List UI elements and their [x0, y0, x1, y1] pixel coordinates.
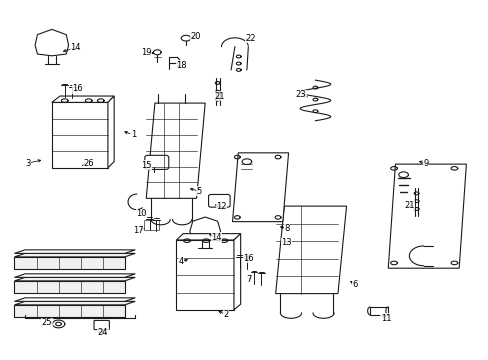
- Text: 5: 5: [196, 187, 201, 196]
- Polygon shape: [35, 30, 68, 56]
- Text: 16: 16: [243, 254, 253, 263]
- Polygon shape: [146, 103, 205, 198]
- Text: 6: 6: [351, 280, 357, 289]
- Polygon shape: [15, 257, 124, 269]
- Text: 12: 12: [216, 202, 226, 211]
- Text: 7: 7: [246, 275, 251, 284]
- Bar: [143, 220, 159, 230]
- Polygon shape: [15, 250, 135, 253]
- Text: 26: 26: [83, 158, 94, 167]
- Polygon shape: [176, 234, 240, 240]
- Polygon shape: [232, 153, 288, 222]
- Polygon shape: [15, 274, 135, 277]
- Text: 21: 21: [404, 201, 414, 210]
- Text: 13: 13: [281, 238, 291, 247]
- Text: 18: 18: [176, 61, 186, 70]
- Polygon shape: [15, 305, 124, 316]
- Text: 14: 14: [211, 233, 222, 242]
- Text: 21: 21: [214, 91, 224, 100]
- Text: 10: 10: [136, 209, 146, 218]
- Polygon shape: [15, 253, 135, 257]
- Text: 20: 20: [190, 32, 201, 41]
- Text: 14: 14: [70, 43, 81, 52]
- Text: 2: 2: [223, 310, 228, 319]
- Text: 15: 15: [141, 161, 151, 170]
- Polygon shape: [15, 301, 135, 305]
- Text: 1: 1: [130, 130, 136, 139]
- Text: 24: 24: [98, 328, 108, 337]
- Text: 11: 11: [380, 314, 390, 323]
- FancyBboxPatch shape: [208, 194, 230, 207]
- Text: 22: 22: [244, 34, 255, 43]
- Polygon shape: [275, 206, 346, 294]
- Text: 3: 3: [25, 158, 31, 167]
- Text: 23: 23: [295, 90, 306, 99]
- Text: 16: 16: [72, 85, 83, 94]
- Text: 9: 9: [422, 158, 427, 167]
- Text: 25: 25: [42, 318, 52, 327]
- Text: 17: 17: [133, 226, 143, 235]
- Polygon shape: [387, 164, 466, 268]
- Polygon shape: [15, 277, 135, 281]
- Text: 4: 4: [178, 257, 183, 266]
- FancyBboxPatch shape: [94, 320, 109, 330]
- FancyBboxPatch shape: [144, 155, 168, 170]
- Text: 8: 8: [284, 224, 289, 233]
- Polygon shape: [15, 281, 124, 293]
- Polygon shape: [52, 96, 114, 102]
- Polygon shape: [176, 240, 233, 310]
- Polygon shape: [15, 298, 135, 301]
- Polygon shape: [189, 217, 220, 241]
- Text: 19: 19: [141, 48, 151, 57]
- Polygon shape: [233, 234, 240, 310]
- Polygon shape: [369, 307, 387, 315]
- Polygon shape: [52, 102, 108, 168]
- Polygon shape: [108, 96, 114, 168]
